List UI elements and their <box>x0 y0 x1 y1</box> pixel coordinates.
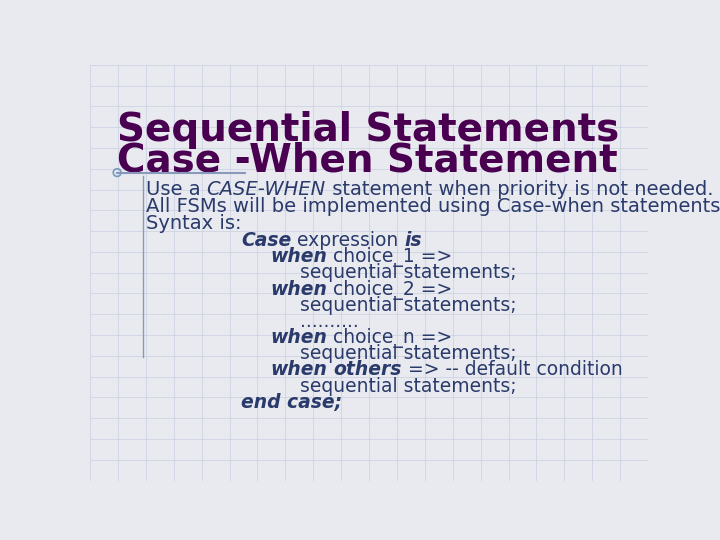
Text: CASE-WHEN: CASE-WHEN <box>207 180 326 199</box>
Text: choice_n =>: choice_n => <box>328 328 453 348</box>
Text: ..........: .......... <box>300 312 359 331</box>
Text: end case;: end case; <box>241 393 342 412</box>
Text: when: when <box>271 247 328 266</box>
Text: sequential statements;: sequential statements; <box>300 345 517 363</box>
Text: when: when <box>271 328 328 347</box>
Text: => -- default condition: => -- default condition <box>402 361 623 380</box>
Text: expression: expression <box>292 231 405 250</box>
Text: sequential statements;: sequential statements; <box>300 264 517 282</box>
Text: Case -When Statement: Case -When Statement <box>117 142 618 180</box>
Text: choice_2 =>: choice_2 => <box>328 280 453 300</box>
Text: choice_1 =>: choice_1 => <box>328 247 453 267</box>
Text: All FSMs will be implemented using Case-when statements.: All FSMs will be implemented using Case-… <box>145 197 720 216</box>
Text: when: when <box>271 361 328 380</box>
Text: Use a: Use a <box>145 180 207 199</box>
Text: Syntax is:: Syntax is: <box>145 214 241 233</box>
Text: Sequential Statements: Sequential Statements <box>117 111 619 149</box>
Text: sequential statements;: sequential statements; <box>300 296 517 315</box>
Text: others: others <box>333 361 402 380</box>
Text: is: is <box>405 231 422 250</box>
Text: sequential statements;: sequential statements; <box>300 377 517 396</box>
Text: statement when priority is not needed.: statement when priority is not needed. <box>326 180 714 199</box>
Text: when: when <box>271 280 328 299</box>
Text: Case: Case <box>241 231 292 250</box>
